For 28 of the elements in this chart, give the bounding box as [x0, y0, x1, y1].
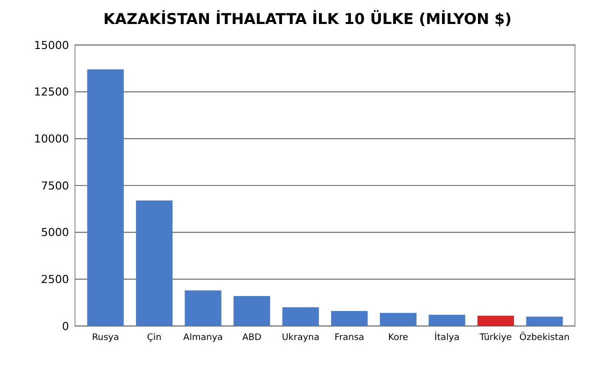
- bar: [234, 296, 270, 326]
- x-tick-label: Fransa: [334, 333, 364, 343]
- bar: [184, 290, 222, 326]
- bar: [380, 312, 416, 326]
- x-tick-label: Çin: [147, 333, 162, 343]
- bar: [428, 314, 466, 326]
- bar: [526, 316, 563, 326]
- y-tick-label: 2500: [41, 273, 69, 286]
- x-tick-label: ABD: [242, 333, 262, 343]
- y-tick-label: 10000: [34, 132, 69, 146]
- chart-title: KAZAKİSTAN İTHALATTA İLK 10 ÜLKE (MİLYON $): [103, 10, 512, 28]
- x-tick-label: Rusya: [92, 333, 120, 343]
- bar: [136, 200, 173, 326]
- y-tick-label: 15000: [34, 38, 69, 52]
- y-tick-label: 7500: [41, 179, 69, 192]
- y-tick-label: 12500: [34, 86, 69, 99]
- y-tick-label: 5000: [41, 226, 69, 240]
- x-tick-label: İtalya: [434, 331, 460, 343]
- bar: [477, 316, 514, 326]
- x-tick-label: Türkiye: [478, 333, 512, 343]
- x-tick-label: Kore: [388, 333, 409, 343]
- x-tick-label: Ukrayna: [282, 333, 320, 343]
- bar: [87, 69, 124, 326]
- x-tick-label: Özbekistan: [519, 331, 570, 343]
- x-tick-label: Almanya: [183, 333, 223, 343]
- bar: [331, 311, 368, 326]
- bar: [282, 307, 319, 326]
- y-tick-label: 0: [62, 320, 69, 333]
